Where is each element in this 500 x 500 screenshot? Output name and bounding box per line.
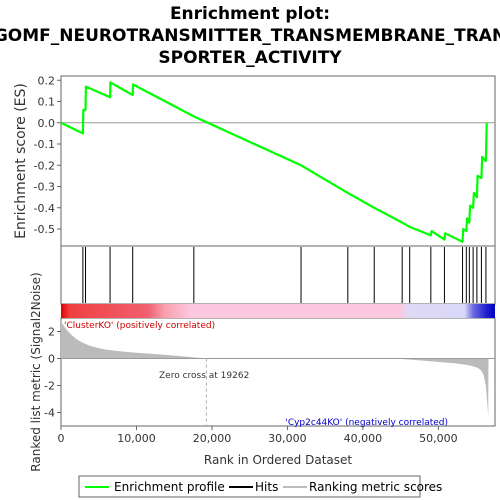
legend-hits-label: Hits xyxy=(255,480,278,494)
es-y-tick-label: -0.5 xyxy=(34,223,55,236)
legend-enrichment-label: Enrichment profile xyxy=(114,480,225,494)
metric-axis-title: Ranked list metric (Signal2Noise) xyxy=(29,272,43,471)
es-y-tick-label: -0.4 xyxy=(34,202,55,215)
es-y-tick-label: 0.0 xyxy=(38,117,56,130)
es-y-tick-label: -0.3 xyxy=(34,181,55,194)
metric-y-tick-label: 2 xyxy=(48,326,55,339)
ranking-color-bar xyxy=(61,304,495,318)
es-axis-title: Enrichment score (ES) xyxy=(13,83,29,239)
x-tick-label: 40,000 xyxy=(344,432,383,445)
x-tick-label: 30,000 xyxy=(268,432,307,445)
es-y-tick-label: -0.2 xyxy=(34,159,55,172)
x-tick-label: 10,000 xyxy=(117,432,156,445)
metric-y-tick-label: -4 xyxy=(44,407,55,420)
chart-title-line-2: GOMF_NEUROTRANSMITTER_TRANSMEMBRANE_TRAN xyxy=(0,26,500,46)
x-tick-label: 50,000 xyxy=(419,432,458,445)
positive-correlation-label: 'ClusterKO' (positively correlated) xyxy=(64,321,215,331)
ranking-metric-negative-area xyxy=(404,358,489,416)
legend-ranking-label: Ranking metric scores xyxy=(309,480,442,494)
metric-y-tick-label: -2 xyxy=(44,380,55,393)
chart-title-line-1: Enrichment plot: xyxy=(170,4,330,24)
rank-metric-panel-frame xyxy=(60,317,496,427)
metric-y-tick-label: 0 xyxy=(48,353,55,366)
x-tick-label: 20,000 xyxy=(193,432,232,445)
es-y-tick-label: 0.2 xyxy=(38,74,56,87)
ranking-metric-positive-area xyxy=(61,321,207,359)
chart-title-line-3: SPORTER_ACTIVITY xyxy=(158,48,342,68)
es-panel-frame xyxy=(60,75,496,247)
x-tick-label: 0 xyxy=(58,432,65,445)
negative-correlation-label: 'Cyp2c44KO' (negatively correlated) xyxy=(285,418,448,428)
x-axis-title: Rank in Ordered Dataset xyxy=(204,453,352,467)
es-y-tick-label: -0.1 xyxy=(34,138,55,151)
es-y-tick-label: 0.1 xyxy=(38,96,56,109)
zero-cross-label: Zero cross at 19262 xyxy=(159,371,249,381)
enrichment-profile-line xyxy=(60,81,488,243)
hits-panel-frame xyxy=(60,245,496,305)
